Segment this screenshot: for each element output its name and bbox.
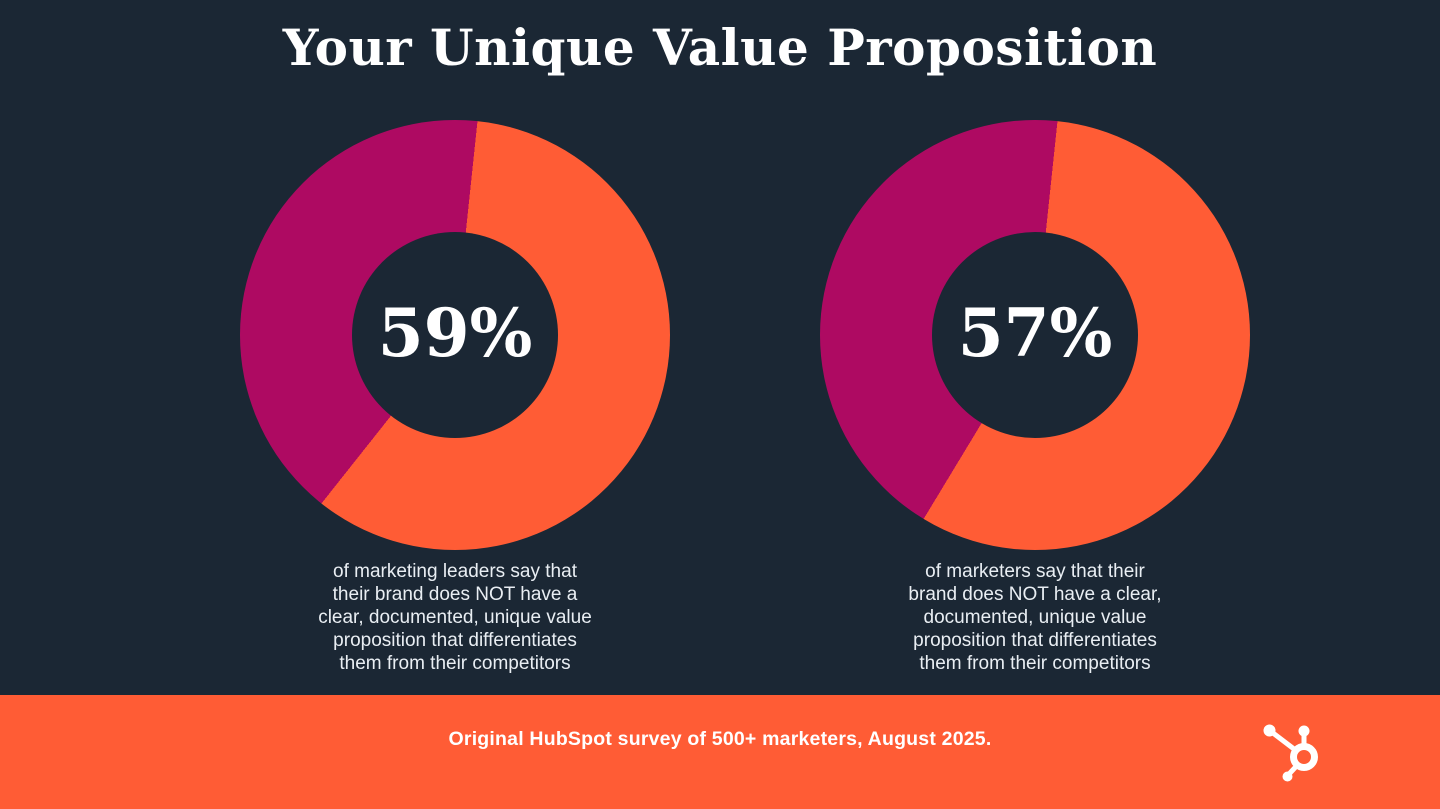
donut-chart-marketing-leaders: 59% — [240, 120, 670, 550]
percent-value-label: 57% — [957, 294, 1113, 372]
hubspot-sprocket-icon — [1263, 724, 1318, 782]
percent-value-label: 59% — [377, 294, 533, 372]
donut-caption-marketers: of marketers say that their brand does N… — [908, 561, 1162, 674]
donut-caption-marketing-leaders: of marketing leaders say that their bran… — [318, 561, 592, 674]
footer-source-bar: Original HubSpot survey of 500+ marketer… — [0, 695, 1440, 809]
page-title: Your Unique Value Proposition — [282, 18, 1158, 77]
donut-hole: 59% — [352, 232, 558, 438]
donut-hole: 57% — [932, 232, 1138, 438]
source-attribution-text: Original HubSpot survey of 500+ marketer… — [448, 728, 992, 750]
donut-chart-marketers: 57% — [820, 120, 1250, 550]
